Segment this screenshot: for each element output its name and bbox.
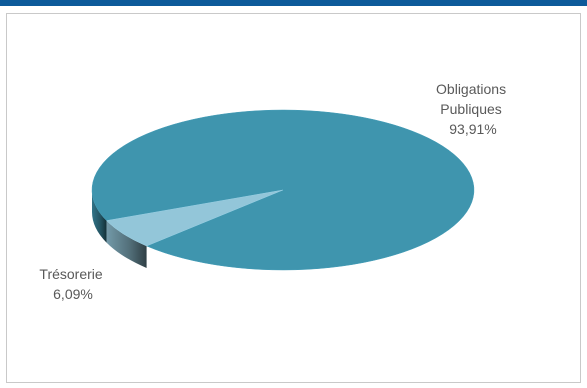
slice-value-obligations: 93,91% [449,121,496,137]
slice-value-tresorerie: 6,09% [53,286,93,302]
slice-label-tresorerie: Trésorerie 6,09% [39,266,106,302]
pie-tops [91,109,475,271]
pie-sides [92,190,147,268]
slice-label-tresorerie-line1: Trésorerie [39,266,102,282]
top-accent-bar [0,0,587,6]
slice-label-obligations-line2: Publiques [440,101,502,117]
slice-label-obligations: Obligations Publiques 93,91% [436,81,510,137]
pie-side-1 [106,220,147,268]
slice-label-obligations-line1: Obligations [436,81,506,97]
pie-side-0 [92,190,107,243]
pie-slice-1 [106,189,284,247]
